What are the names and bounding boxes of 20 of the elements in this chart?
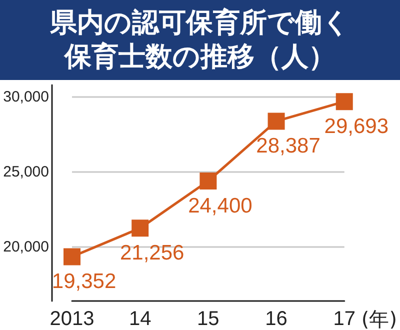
x-tick-label: 2013: [50, 308, 94, 330]
y-tick-label: 25,000: [3, 164, 49, 180]
chart-title: 県内の認可保育所で働く保育士数の推移（人）: [49, 8, 350, 72]
x-tick-label: 15: [197, 308, 220, 330]
x-tick-label: 14: [128, 308, 152, 330]
y-tick-label: 30,000: [3, 88, 49, 106]
x-tick-label: 16: [265, 308, 288, 330]
data-label: 21,256: [120, 242, 184, 265]
data-label: 28,387: [256, 134, 320, 158]
point: [200, 172, 217, 190]
data-label: 19,352: [52, 270, 116, 294]
point: [64, 248, 80, 266]
data-label: 29,693: [324, 115, 388, 138]
point: [268, 112, 285, 130]
x-tick-label: 17: [333, 308, 356, 330]
point: [132, 220, 149, 237]
y-tick-label: 20,000: [3, 238, 49, 256]
x-axis-title: (年): [361, 307, 398, 330]
point: [336, 93, 353, 110]
data-label: 24,400: [188, 194, 252, 218]
